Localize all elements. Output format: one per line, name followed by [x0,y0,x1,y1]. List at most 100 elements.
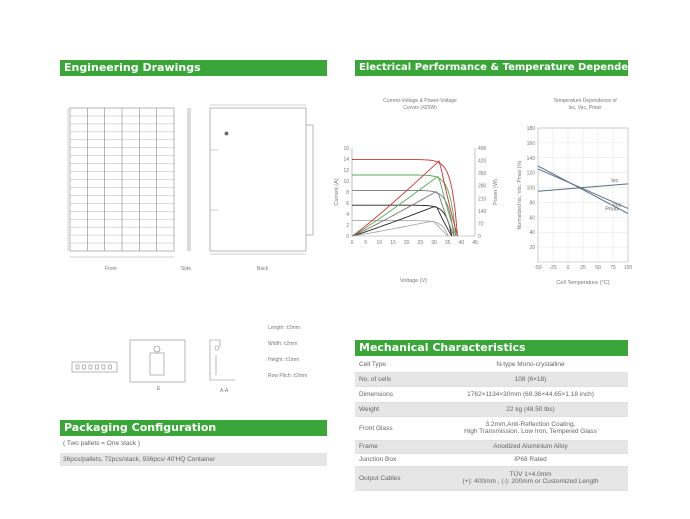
temp-y-tick-label: 80 [529,200,535,206]
mech-value: 3.2mm,Anti-Reflection Coating, High Tran… [433,416,628,440]
iv-chart: 0 5 10 15 20 25 30 35 40 450246810121416070140210… [334,146,499,284]
mech-label: Output Cables [355,466,433,490]
temp-series-line [537,183,629,192]
section-e-drawing [129,339,186,383]
temp-plot-frame [537,127,629,263]
frame-height-tolerance: Height: ±1mm [268,357,300,363]
temp-y-tick-label: 40 [529,230,535,236]
mech-value: 1762×1134×30mm (69.36×44.65×1.18 inch) [467,390,594,398]
mech-label: Front Glass [359,424,393,432]
mech-row-cell-type: Cell Type N-type Mono-crystalline [355,358,628,372]
mech-value: Anodized Aluminium Alloy [433,440,628,453]
iv-x-tick-label: 15 [390,240,396,246]
mech-label: Frame [355,440,433,453]
iv-y-tick-label: 16 [343,146,349,152]
mech-value: IP68 Rated [514,456,547,463]
mech-row-output-cables: Output Cables TÜV 1×4.0mm (+): 400mm , (… [355,466,628,490]
iv-x-tick-label: 20 [404,240,410,246]
temp-y-axis-label: Normalized Isc, Voc, Pmax (%) [517,160,523,229]
engineering-drawings [67,104,314,258]
mechanical-table: Cell Type N-type Mono-crystalline No. of… [355,358,628,491]
temp-x-tick-label: -50 [534,265,541,271]
front-view-label: Front [105,266,117,272]
iv-y2-tick-label: 140 [478,209,487,215]
section-aa-drawing [209,339,235,381]
mech-value: 108 (6×18) [433,372,628,386]
iv-y2-tick-label: 70 [478,221,484,227]
section-aa-label: A-A [220,388,229,394]
temp-x-tick-label: 25 [580,265,586,271]
engineering-drawings-header: Engineering Drawings [60,60,327,76]
temp-chart-title: Temperature Dependence of Isc, Voc, Pmax [553,98,617,111]
iv-y-tick-label: 8 [346,190,349,196]
temp-y-tick-label: 120 [527,171,536,177]
iv-y2-axis-label: Power (W) [493,179,499,205]
temp-isc-label: Isc [611,178,618,184]
iv-x-tick-label: 0 [351,240,354,246]
temp-voc-label: Voc [612,203,621,209]
mech-row-front-glass: Front Glass 3.2mm,Anti-Reflection Coatin… [355,416,628,440]
back-view-drawing [209,104,314,255]
iv-y2-tick-label: 420 [478,159,487,165]
mech-row-weight: Weight 22 kg (48.50 lbs) [355,402,628,416]
connector-pin [95,364,99,370]
temp-y-tick-label: 20 [529,245,535,251]
connector-pin [82,364,86,370]
mech-label: Weight [355,402,433,416]
iv-x-tick-label: 5 [364,240,367,246]
temp-y-tick-label: 60 [529,215,535,221]
pv-curve [351,206,453,237]
iv-x-tick-label: 10 [377,240,383,246]
frame-width-tolerance: Width: ±2mm [268,341,298,347]
pv-curve [351,160,458,237]
mechanical-characteristics-header: Mechanical Characteristics [355,340,628,356]
temperature-chart: -50 -25 0 25 50 75 100 20 40 60 80 100 120 140 160 180 C… [517,126,633,286]
iv-y-tick-label: 6 [346,201,349,207]
iv-y2-tick-label: 350 [478,171,487,177]
mech-label: No. of cells [355,372,433,386]
frame-dimension-box: Length: ±2mm Width: ±2mm Height: ±1mm Ro… [268,325,326,385]
iv-y-axis-label: Current (A) [334,178,340,205]
packaging-configuration-header: Packaging Configuration [60,420,327,436]
iv-y-tick-label: 4 [346,212,349,218]
temp-x-tick-label: 100 [624,265,633,271]
temp-y-tick-label: 140 [527,156,536,162]
temp-x-axis-label: Cell Temperature (°C) [556,280,609,286]
back-view-label: Back [257,266,269,272]
temp-series-line [537,168,629,209]
mech-label: Dimensions [359,390,393,398]
temp-x-tick-label: 50 [595,265,601,271]
pv-curve [351,191,455,237]
connector-pin [101,364,106,370]
electrical-performance-header: Electrical Performance & Temperature Dep… [355,60,628,76]
connector-drawing [71,361,118,373]
mech-label: Junction Box [359,456,397,463]
connector-pin [108,364,112,370]
iv-x-tick-label: 35 [445,240,451,246]
temp-pmax-label: Pmax [605,207,619,213]
mech-value: 22 kg (48.50 lbs) [433,402,628,416]
iv-x-tick-label: 25 [418,240,424,246]
iv-y2-tick-label: 210 [478,196,487,202]
temp-y-tick-label: 160 [527,141,536,147]
temp-y-tick-label: 100 [527,186,536,192]
pv-curve [351,175,457,237]
packaging-config: 36pcs/pallets, 72pcs/stack, 936pcs/ 40'H… [60,453,327,466]
pv-curve [351,220,449,237]
connector-pin [75,364,80,370]
iv-y-tick-label: 0 [346,234,349,240]
temp-series-line [537,165,629,215]
mech-value-line2: (+): 400mm , (-): 200mm or Customized Le… [462,478,599,485]
temp-y-tick-label: 180 [527,126,536,132]
mech-value: TÜV 1×4.0mm (+): 400mm , (-): 200mm or C… [433,466,628,490]
section-e-label: E [157,386,161,392]
iv-chart-title: Current-Voltage & Power-Voltage Curves (… [383,98,457,111]
packaging-note: ( Two pallets = One stack ) [63,440,141,447]
mech-value: N-type Mono-crystalline [496,361,565,369]
iv-x-axis-label: Voltage (V) [400,278,427,284]
temp-x-tick-label: 0 [567,265,570,271]
mech-value-line2: High Transmission, Low Iron, Tempered Gl… [464,428,597,435]
iv-x-tick-label: 45 [472,240,478,246]
iv-y2-tick-label: 490 [478,146,487,152]
mech-row-dimensions: Dimensions 1762×1134×30mm (69.36×44.65×1… [355,386,628,402]
